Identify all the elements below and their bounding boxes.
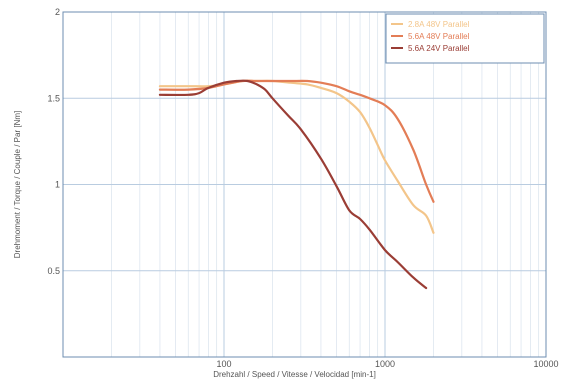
series-line-2 bbox=[158, 79, 435, 203]
legend-entry: 2.8A 48V Parallel bbox=[408, 20, 470, 29]
y-tick-label: 2 bbox=[55, 7, 60, 17]
legend: 2.8A 48V Parallel 5.6A 48V Parallel 5.6A 2… bbox=[385, 13, 545, 64]
y-tick-label: 1 bbox=[55, 180, 60, 190]
x-tick-label: 100 bbox=[216, 359, 231, 369]
legend-box bbox=[385, 13, 545, 64]
legend-entry: 5.6A 48V Parallel bbox=[408, 32, 470, 41]
x-axis-label: Drehzahl / Speed / Vitesse / Velocidad [… bbox=[213, 370, 376, 379]
legend-entry: 5.6A 24V Parallel bbox=[408, 44, 470, 53]
y-axis-label: Drehmoment / Torque / Couple / Par [Nm] bbox=[13, 111, 22, 258]
x-tick-label: 10000 bbox=[533, 359, 558, 369]
major-grid bbox=[63, 12, 546, 357]
y-tick-label: 0.5 bbox=[47, 266, 60, 276]
x-tick-label: 1000 bbox=[375, 359, 395, 369]
tick-labels: 100 1000 10000 0.5 1 1.5 2 bbox=[47, 7, 558, 369]
y-tick-label: 1.5 bbox=[47, 93, 60, 103]
series-lines bbox=[158, 79, 435, 290]
series-line-3 bbox=[158, 79, 428, 290]
plot-area-frame bbox=[62, 11, 547, 358]
